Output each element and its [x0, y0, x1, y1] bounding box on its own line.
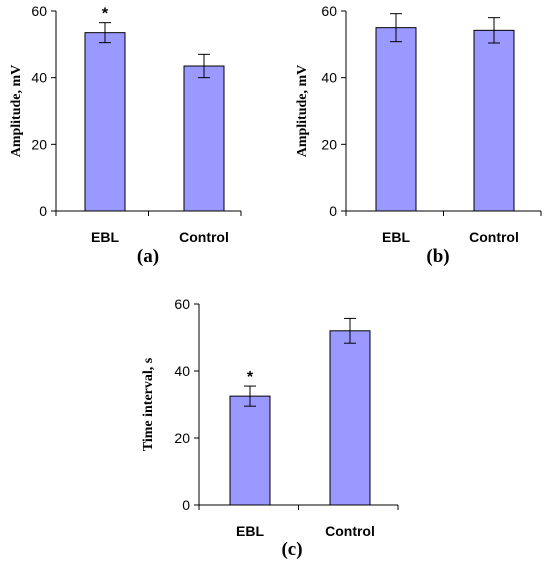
category-label-control: Control	[325, 523, 375, 539]
category-label-ebl: EBL	[91, 229, 119, 245]
y-tick-label: 40	[321, 70, 337, 86]
panel-label-a: (a)	[137, 246, 159, 267]
category-label-ebl: EBL	[236, 523, 264, 539]
category-label-ebl: EBL	[382, 229, 410, 245]
y-tick-label: 60	[321, 3, 337, 19]
chart-panel-a: 0 20 40 60 * EBL Control Amplitude, mV (a)	[9, 3, 242, 267]
bar-control	[473, 29, 515, 212]
panel-label-c: (c)	[281, 539, 302, 560]
panel-label-b: (b)	[426, 246, 449, 267]
y-tick-label: 0	[182, 497, 190, 513]
chart-panel-c: 0 20 40 60 * EBL Control Time interval, s (c)	[141, 296, 399, 560]
y-tick-label: 0	[329, 203, 337, 219]
y-tick-label: 60	[174, 296, 190, 312]
y-tick-label: 20	[174, 430, 190, 446]
category-label-control: Control	[469, 229, 519, 245]
y-tick-label: 60	[31, 3, 47, 19]
bar-ebl	[229, 395, 271, 506]
significance-marker: *	[247, 369, 254, 386]
y-tick-label: 40	[31, 70, 47, 86]
y-axis-title: Amplitude, mV	[9, 65, 24, 158]
y-tick-label: 20	[321, 136, 337, 152]
y-axis-title: Time interval, s	[141, 357, 156, 451]
bar-ebl	[375, 27, 417, 212]
chart-panel-b: 0 20 40 60 EBL Control Amplitude, mV (b)	[295, 3, 542, 267]
category-label-control: Control	[179, 229, 229, 245]
bar-control	[183, 65, 225, 212]
significance-marker: *	[102, 6, 109, 23]
y-tick-label: 20	[31, 136, 47, 152]
y-axis-title: Amplitude, mV	[295, 65, 310, 158]
y-tick-label: 40	[174, 363, 190, 379]
bar-ebl	[84, 32, 126, 212]
y-tick-label: 0	[39, 203, 47, 219]
bar-control	[329, 330, 371, 506]
